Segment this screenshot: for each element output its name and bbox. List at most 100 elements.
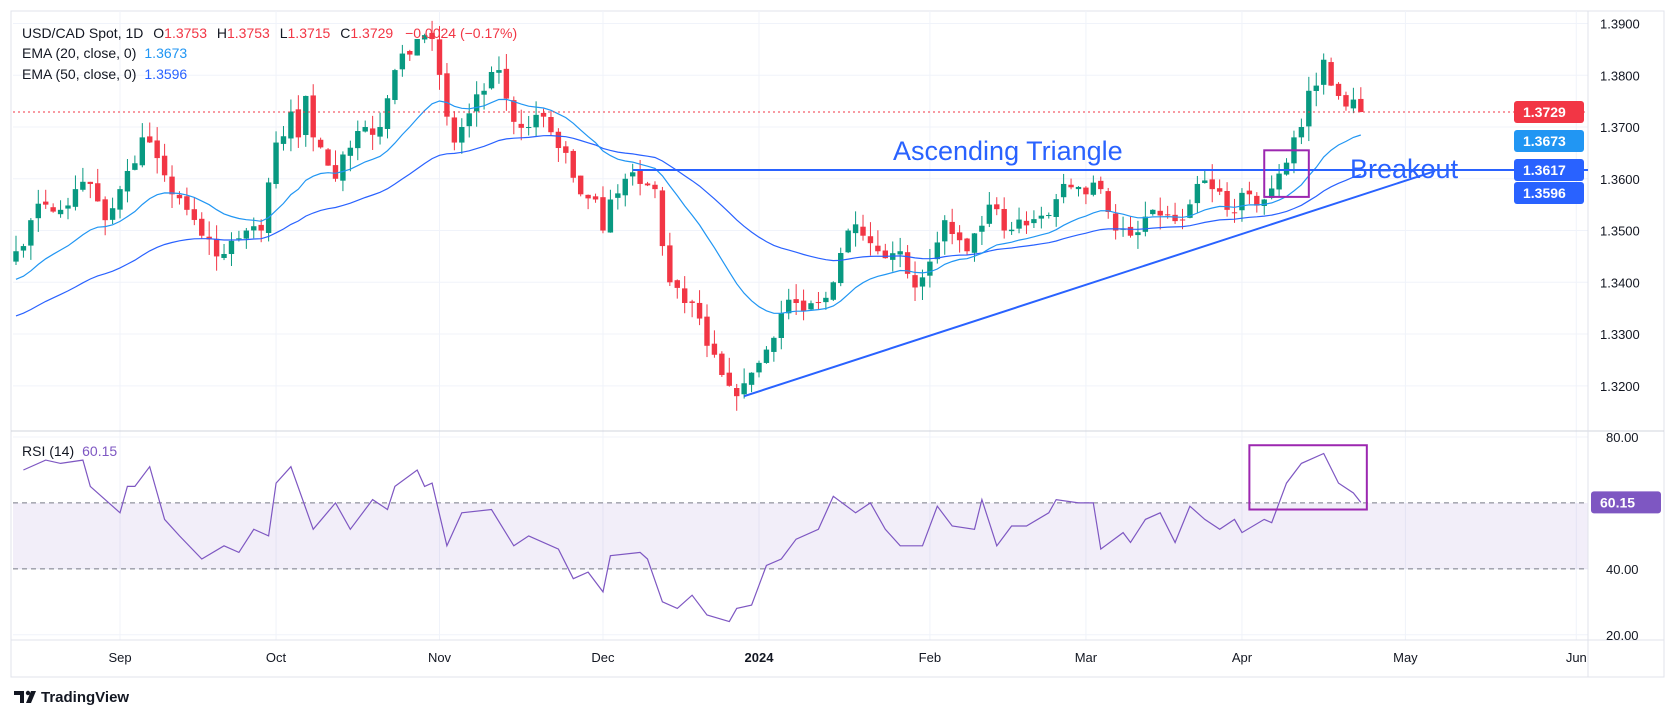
price-tick-label: 1.3200	[1600, 379, 1640, 394]
candle-up	[525, 127, 532, 129]
breakout-label[interactable]: Breakout	[1350, 154, 1459, 184]
candle-up	[35, 203, 41, 219]
candle-up	[1046, 215, 1052, 217]
candle-down	[726, 372, 732, 386]
candle-down	[176, 194, 183, 199]
candle-down	[169, 176, 175, 195]
candle-down	[555, 131, 562, 149]
candle-down	[184, 196, 190, 210]
candle-down	[1246, 190, 1253, 195]
rsi-value-tag: 60.15	[1600, 494, 1635, 510]
candle-down	[637, 170, 643, 184]
candle-down	[540, 112, 547, 117]
candle-down	[444, 73, 450, 117]
price-tick-label: 1.3500	[1600, 224, 1640, 239]
candle-up	[20, 246, 27, 251]
tradingview-logo[interactable]: TradingView	[14, 689, 129, 706]
candle-down	[1105, 191, 1111, 212]
candle-down	[1164, 214, 1171, 216]
candle-up	[786, 299, 792, 314]
price-tick-label: 1.3400	[1600, 275, 1640, 290]
rsi-line	[23, 452, 1362, 623]
time-axis[interactable]: Sep Oct Nov Dec 2024 Feb Mar Apr May Jun	[108, 650, 1586, 665]
candle-down	[1254, 195, 1260, 206]
candle-up	[756, 362, 762, 373]
candle-up	[830, 282, 836, 300]
high-label: H	[217, 25, 227, 41]
candle-up	[347, 147, 354, 156]
high-value: 1.3753	[227, 25, 270, 41]
candle-down	[1216, 188, 1223, 192]
candle-up	[132, 163, 138, 170]
legend-ema50[interactable]: EMA (50, close, 0) 1.3596	[22, 66, 187, 82]
candle-down	[704, 316, 710, 346]
candle-down	[964, 238, 970, 252]
candle-up	[496, 70, 502, 73]
candle-down	[436, 39, 443, 75]
candle-down	[585, 194, 591, 199]
candle-up	[362, 127, 368, 132]
candle-up	[109, 208, 116, 220]
price-axis[interactable]: 1.3900 1.3800 1.3700 1.3600 1.3500 1.3400 1.33…	[1600, 17, 1640, 643]
candle-up	[1038, 215, 1045, 219]
candle-up	[57, 209, 64, 215]
candle-up	[488, 71, 495, 89]
candle-up	[228, 240, 235, 255]
candle-down	[1335, 83, 1342, 96]
candle-up	[763, 349, 770, 363]
candle-up	[340, 154, 346, 181]
legend-rsi[interactable]: RSI (14) 60.15	[22, 443, 117, 459]
rsi-box[interactable]	[1248, 444, 1368, 511]
rsi-tick-label: 20.00	[1606, 628, 1639, 643]
rsi-tick-label: 80.00	[1606, 430, 1639, 445]
candle-down	[1209, 179, 1215, 190]
candle-up	[303, 95, 309, 135]
candle-down	[867, 236, 874, 244]
candle-up	[979, 225, 985, 232]
candle-down	[696, 302, 703, 319]
legend-ema20[interactable]: EMA (20, close, 0) 1.3673	[22, 45, 187, 61]
candle-up	[823, 297, 829, 303]
chart-border	[10, 10, 1665, 678]
candle-down	[800, 300, 807, 311]
candle-down	[674, 280, 680, 288]
candle-up	[778, 313, 784, 338]
candle-up	[741, 383, 747, 395]
candle-up	[1135, 232, 1141, 236]
candle-down	[570, 150, 576, 178]
time-tick-label: Jun	[1566, 650, 1587, 665]
candle-up	[80, 181, 86, 190]
candle-up	[1261, 199, 1267, 206]
candle-up	[384, 98, 391, 129]
candle-up	[845, 230, 851, 253]
candle-down	[793, 299, 799, 304]
breakout-box[interactable]	[1263, 149, 1310, 198]
candle-down	[1328, 62, 1334, 86]
close-value: 1.3729	[350, 25, 393, 41]
candles	[13, 20, 1364, 411]
rsi-tick-label: 40.00	[1606, 562, 1639, 577]
close-label: C	[340, 25, 350, 41]
candle-up	[942, 220, 948, 242]
candle-up	[808, 303, 814, 310]
ema20-label: EMA (20, close, 0)	[22, 45, 136, 61]
candle-up	[466, 113, 472, 127]
ascending-trendline[interactable]	[743, 170, 1436, 398]
candle-down	[600, 197, 606, 231]
candle-up	[459, 127, 465, 143]
candle-up	[934, 242, 941, 260]
candle-up	[221, 253, 227, 258]
candle-down	[1179, 219, 1186, 221]
candle-up	[1268, 188, 1275, 199]
candle-down	[1098, 180, 1104, 190]
candle-down	[563, 146, 569, 153]
ascending-triangle-label[interactable]: Ascending Triangle	[893, 136, 1123, 166]
ema20-value: 1.3673	[144, 45, 187, 61]
candle-down	[711, 343, 718, 355]
candle-up	[919, 277, 926, 287]
open-value: 1.3753	[164, 25, 207, 41]
candle-down	[518, 123, 524, 128]
candle-up	[1150, 209, 1156, 215]
ema50-price-tag: 1.3596	[1523, 185, 1566, 201]
